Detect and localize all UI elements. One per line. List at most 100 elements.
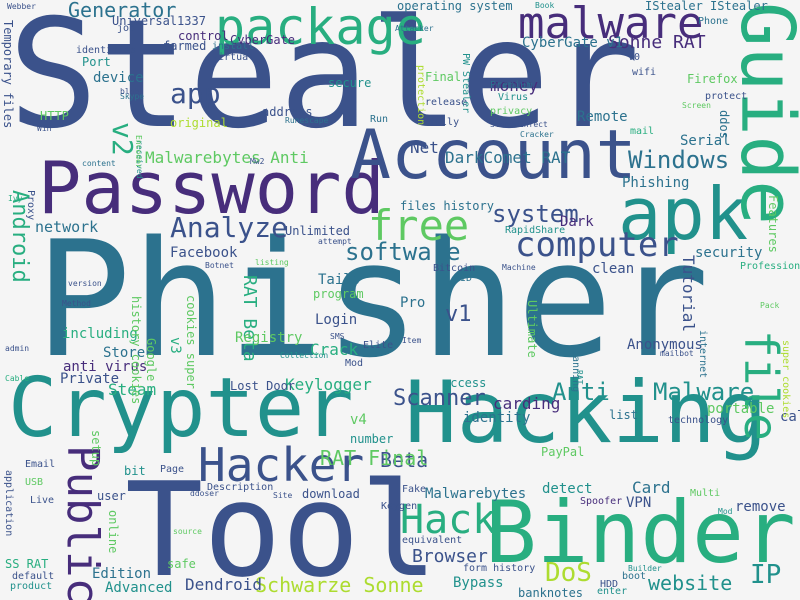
word: mailbot xyxy=(660,349,694,358)
word: Cracker xyxy=(520,130,554,139)
word: Login xyxy=(315,312,358,328)
word: Firefox xyxy=(687,72,738,86)
word: program xyxy=(313,287,364,301)
word: Pro xyxy=(400,295,426,311)
word: Runescape xyxy=(285,116,329,125)
word: Card xyxy=(632,478,671,497)
word: form history xyxy=(463,563,536,574)
word: RAT xyxy=(575,370,584,385)
word: Live xyxy=(30,495,55,506)
word: Steam xyxy=(108,380,157,399)
word: Ivy xyxy=(8,194,23,203)
word: Windows xyxy=(628,146,730,174)
word: ddos xyxy=(717,110,731,139)
word: Stonedinfect xyxy=(490,120,548,129)
word: malware xyxy=(518,0,704,49)
word: Registry xyxy=(235,330,303,346)
word: listing xyxy=(255,258,289,267)
word: device xyxy=(93,70,144,86)
word: DarkComet RAT xyxy=(445,148,571,167)
word: network xyxy=(35,218,99,236)
word: banknotes xyxy=(518,586,584,600)
word: version xyxy=(68,279,102,288)
word: Scanner xyxy=(393,386,486,411)
word: internet xyxy=(697,330,708,379)
word: access xyxy=(443,376,487,390)
word: Premium xyxy=(490,80,533,91)
word: Binder xyxy=(485,483,796,583)
word: Multi xyxy=(690,488,721,499)
word: Tool xyxy=(125,454,439,600)
word: Final xyxy=(425,70,462,84)
word: Site xyxy=(273,491,293,500)
word: content xyxy=(82,159,116,168)
word: Machine xyxy=(502,263,536,272)
word: Pack xyxy=(760,301,780,310)
word: Facebook xyxy=(170,245,238,261)
word: Cable xyxy=(5,374,30,383)
word: including xyxy=(62,326,138,342)
word: install xyxy=(212,41,255,52)
word: USB xyxy=(25,477,44,488)
word: Hacking xyxy=(405,363,768,463)
word: download xyxy=(302,487,360,501)
word: Lost Door xyxy=(230,379,296,393)
word: Google xyxy=(144,338,158,382)
word: bit xyxy=(124,464,146,478)
word: IP xyxy=(750,560,782,590)
word: Webber xyxy=(7,2,36,11)
word: HTTP xyxy=(40,109,69,123)
word: original xyxy=(170,116,228,130)
word: application xyxy=(3,470,14,537)
word: admin xyxy=(5,344,30,353)
word: Crypter xyxy=(8,361,354,456)
word: Spoofer xyxy=(580,496,623,507)
word: Hacker xyxy=(198,438,365,492)
word: portable xyxy=(707,401,775,417)
word: Schwarze Sonne xyxy=(255,573,424,597)
word: v2 xyxy=(106,122,139,156)
word: CyberGate v1 xyxy=(522,35,624,51)
word: Book xyxy=(535,1,555,10)
word: boot xyxy=(622,571,647,582)
word: Serial xyxy=(680,133,731,149)
word: package xyxy=(215,0,426,56)
word: Email xyxy=(25,459,56,470)
word: apk xyxy=(618,172,749,256)
word: enter xyxy=(597,586,628,597)
word: online xyxy=(106,510,120,554)
word: Screen xyxy=(682,101,711,110)
word: v4 xyxy=(350,412,367,428)
word: anti virus xyxy=(63,359,148,375)
word: DoS xyxy=(545,558,592,588)
word: SS RAT xyxy=(5,557,49,571)
word: fully xyxy=(429,117,460,128)
word: Bitcoin xyxy=(433,263,476,274)
word: system xyxy=(492,200,579,228)
word: Encoder xyxy=(134,135,143,169)
word: HDD xyxy=(600,579,619,590)
word: Bypass xyxy=(453,575,504,591)
word: money xyxy=(490,76,539,95)
word: Collection xyxy=(280,351,329,360)
word: VPN xyxy=(626,495,652,511)
word: remove xyxy=(735,499,786,515)
word: Edition xyxy=(92,566,152,582)
word: protect xyxy=(705,91,748,102)
word: security xyxy=(695,245,763,261)
word: release xyxy=(425,97,468,108)
word: wifi xyxy=(632,67,657,78)
word: Remote xyxy=(577,109,628,125)
word: job xyxy=(117,23,136,34)
word: Malwarebytes Anti xyxy=(145,148,309,167)
word: SMS xyxy=(330,332,345,341)
word: Private xyxy=(60,371,120,387)
word: RAT Beta xyxy=(239,275,260,362)
word: Store xyxy=(103,345,146,361)
word: Fake xyxy=(402,484,427,495)
word: clean xyxy=(592,261,635,277)
word: app xyxy=(170,77,221,110)
word: website xyxy=(648,571,733,595)
word: Tails xyxy=(318,272,361,288)
